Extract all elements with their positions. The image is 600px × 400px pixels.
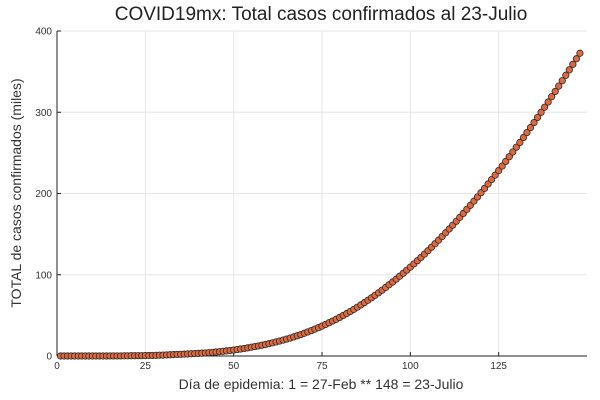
tick-labels: 0 25 50 75 100 125 0 100 200 300 400	[35, 27, 507, 373]
data-point	[523, 128, 531, 137]
data-point	[555, 82, 563, 90]
y-tick-label: 100	[35, 270, 52, 281]
data-point	[509, 148, 517, 156]
chart-title: COVID19mx: Total casos confirmados al 23…	[115, 4, 528, 25]
data-point	[569, 60, 577, 68]
data-point	[565, 66, 573, 74]
x-tick-label: 125	[490, 361, 507, 372]
x-tick-label: 75	[316, 361, 328, 372]
data-point	[548, 93, 556, 101]
data-point	[505, 153, 513, 161]
y-tick-label: 200	[35, 189, 52, 200]
x-tick-label: 25	[140, 361, 152, 372]
data-point	[533, 113, 542, 122]
data-point	[502, 157, 510, 166]
y-tick-label: 300	[35, 108, 52, 119]
data-point	[544, 98, 552, 106]
y-tick-label: 0	[46, 352, 52, 363]
data-point	[572, 55, 581, 63]
data-point	[576, 49, 584, 57]
data-point	[540, 103, 549, 111]
x-tick-label: 50	[228, 361, 240, 372]
x-tick-label: 100	[402, 361, 419, 372]
data-points	[56, 49, 584, 360]
data-point	[562, 71, 570, 79]
data-point	[530, 118, 538, 127]
y-axis-label: TOTAL de casos confirmados (miles)	[8, 78, 24, 307]
x-axis-label: Día de epidemia: 1 = 27-Feb ** 148 = 23-…	[179, 376, 464, 392]
data-point	[558, 77, 566, 85]
data-point	[537, 108, 545, 116]
gridlines	[57, 30, 587, 356]
data-point	[516, 138, 524, 146]
x-tick-label: 0	[54, 361, 60, 372]
data-point	[526, 124, 535, 132]
data-point	[551, 87, 559, 96]
data-point	[519, 133, 528, 142]
y-tick-label: 400	[35, 27, 52, 38]
data-point	[512, 143, 520, 151]
